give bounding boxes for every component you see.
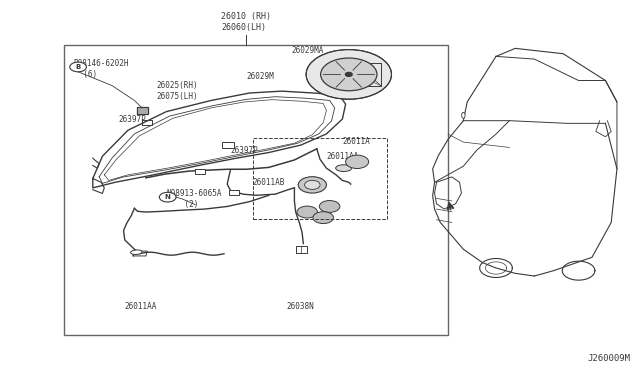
Circle shape [346, 73, 352, 76]
Text: 26011A: 26011A [342, 137, 370, 146]
Bar [229, 190, 239, 195]
Text: 26025(RH)
26075(LH): 26025(RH) 26075(LH) [157, 81, 198, 101]
Text: 26011AA: 26011AA [125, 302, 157, 311]
Circle shape [70, 62, 86, 72]
Circle shape [305, 180, 320, 189]
Text: J260009M: J260009M [588, 354, 630, 363]
Text: N: N [164, 194, 171, 200]
Text: 26010 (RH)
26060(LH): 26010 (RH) 26060(LH) [221, 12, 271, 32]
Circle shape [313, 212, 333, 224]
Text: 26038N: 26038N [287, 302, 315, 311]
Polygon shape [137, 107, 148, 114]
Text: 26011AA: 26011AA [326, 152, 359, 161]
Bar [64, 45, 448, 335]
Text: 26029M: 26029M [246, 72, 274, 81]
Circle shape [298, 177, 326, 193]
Circle shape [319, 201, 340, 212]
Text: 26029MA: 26029MA [291, 46, 324, 55]
Circle shape [159, 192, 176, 202]
Text: 26397P: 26397P [230, 146, 258, 155]
Ellipse shape [461, 112, 465, 118]
Circle shape [297, 206, 317, 218]
Bar [253, 138, 387, 219]
Circle shape [306, 49, 392, 99]
Text: 26011AB: 26011AB [253, 178, 285, 187]
Text: B: B [76, 64, 81, 70]
Circle shape [346, 155, 369, 169]
Text: 26397P: 26397P [118, 115, 146, 124]
Ellipse shape [131, 250, 142, 254]
Bar [195, 169, 205, 174]
Ellipse shape [336, 165, 352, 171]
Text: N08913-6065A
    (2): N08913-6065A (2) [166, 189, 222, 209]
Text: B08146-6202H
  (6): B08146-6202H (6) [74, 59, 129, 78]
Bar [222, 142, 234, 148]
Circle shape [321, 58, 377, 91]
